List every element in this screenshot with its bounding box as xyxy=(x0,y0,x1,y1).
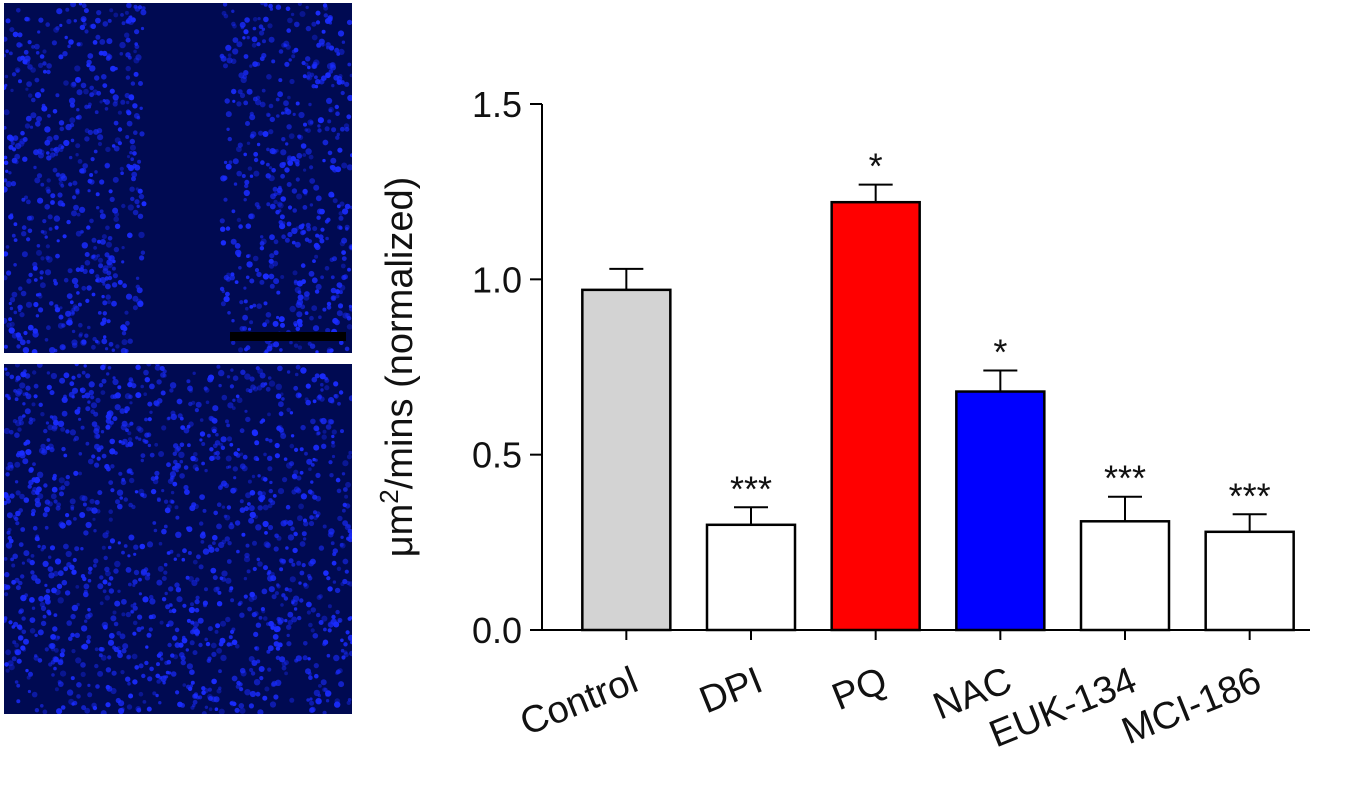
microscopy-image-bottom-canvas xyxy=(4,364,352,714)
bar xyxy=(830,200,921,632)
significance-label: *** xyxy=(1104,458,1146,499)
significance-label: *** xyxy=(730,468,772,509)
bar-group-nac: * xyxy=(955,332,1046,632)
bars: ******** *** xyxy=(581,146,1295,632)
y-tick-label: 0.5 xyxy=(472,435,522,476)
bar-group-control xyxy=(581,267,672,632)
microscopy-image-top-canvas xyxy=(4,3,352,353)
x-tick-label: PQ xyxy=(826,659,893,719)
y-axis-title-superscript: 2 xyxy=(374,489,404,503)
scale-bar xyxy=(230,332,346,341)
y-axis-title-prefix: μm xyxy=(379,504,421,558)
significance-label: * xyxy=(869,146,883,187)
cell-nuclei xyxy=(4,3,352,353)
microscopy-image-top xyxy=(4,3,352,353)
bar-group-pq: * xyxy=(830,146,921,632)
bar-chart-svg: 0.00.51.01.5 ******** *** Control DPI PQ NAC… xyxy=(374,84,1310,756)
bar-group-mci-186: *** xyxy=(1204,475,1295,632)
bar-chart: 0.0 0.5 1.0 1.5 *** * * *** *** Control DPI PQ NAC… xyxy=(360,0,1351,781)
x-tick-label: Control xyxy=(514,659,643,744)
significance-label: * xyxy=(993,332,1007,373)
bar xyxy=(1079,520,1171,632)
bar-group-dpi: *** xyxy=(705,468,797,632)
bar xyxy=(581,288,672,632)
y-axis-title: μm2/mins (normalized) xyxy=(374,177,421,558)
cell-nuclei xyxy=(4,364,352,714)
x-tick-label: DPI xyxy=(694,659,768,722)
y-tick-label: 0.0 xyxy=(472,610,522,651)
bar xyxy=(705,523,797,632)
microscopy-image-bottom xyxy=(4,364,352,714)
x-tick-label: MCI-186 xyxy=(1116,659,1267,753)
y-axis-title-suffix: /mins (normalized) xyxy=(379,177,421,490)
bar-group-euk-134: *** xyxy=(1079,458,1171,632)
y-tick-label: 1.5 xyxy=(472,84,522,125)
bar xyxy=(1204,530,1295,632)
significance-label: *** xyxy=(1229,475,1271,516)
y-axis: 0.0 0.5 1.0 1.5 xyxy=(472,84,543,651)
bar xyxy=(955,390,1046,632)
y-tick-label: 1.0 xyxy=(472,259,522,300)
